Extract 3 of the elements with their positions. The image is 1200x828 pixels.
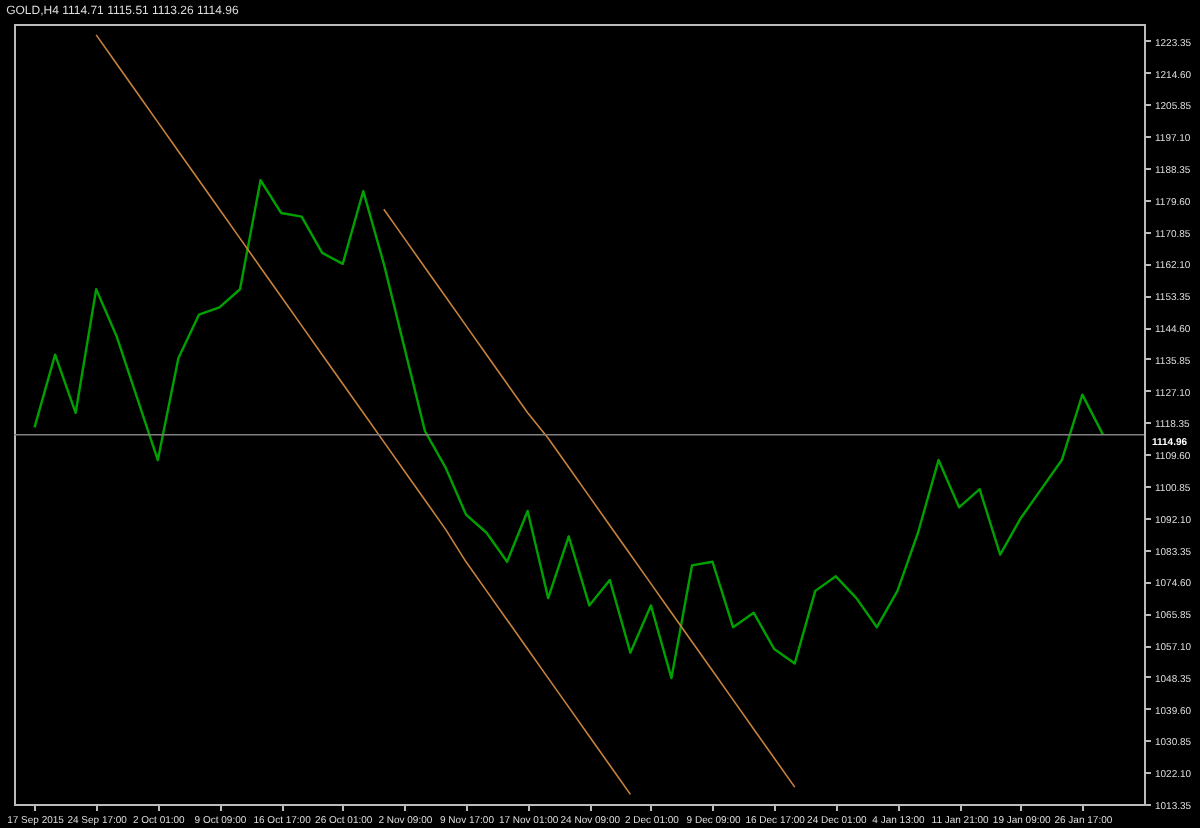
line-series xyxy=(383,208,796,788)
line-series xyxy=(95,34,632,796)
line-series xyxy=(33,179,1105,680)
